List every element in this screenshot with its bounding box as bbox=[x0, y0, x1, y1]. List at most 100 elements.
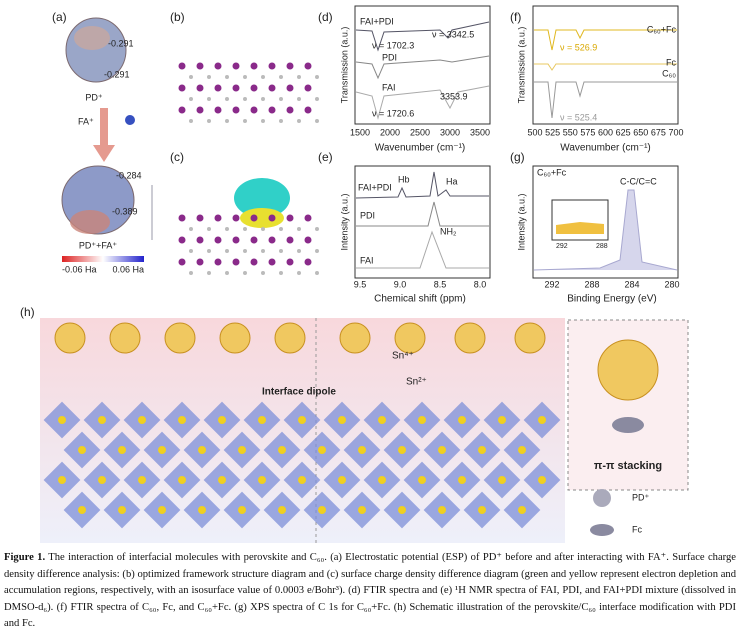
atom bbox=[304, 84, 312, 92]
atom bbox=[214, 106, 222, 114]
panel-label: (f) bbox=[510, 10, 521, 24]
atom bbox=[518, 446, 526, 454]
atom bbox=[478, 446, 486, 454]
annotation: NH₂ bbox=[440, 226, 457, 236]
inset-tick-label: 292 bbox=[556, 243, 568, 250]
plot-frame bbox=[532, 5, 679, 125]
atom bbox=[278, 506, 286, 514]
lattice bbox=[178, 62, 319, 123]
atom bbox=[268, 214, 276, 222]
lattice bbox=[178, 214, 319, 275]
atom bbox=[207, 249, 211, 253]
atom bbox=[198, 506, 206, 514]
atom bbox=[278, 446, 286, 454]
x-tick-label: 575 bbox=[580, 127, 595, 137]
atom bbox=[232, 258, 240, 266]
esp-map bbox=[74, 26, 110, 50]
annotation: ν = 1702.3 bbox=[372, 40, 414, 50]
ferrocene bbox=[612, 417, 644, 433]
atom bbox=[261, 119, 265, 123]
atom bbox=[268, 62, 276, 70]
atom bbox=[418, 476, 426, 484]
perovskite-scheme bbox=[43, 322, 561, 529]
atom bbox=[98, 416, 106, 424]
atom bbox=[268, 84, 276, 92]
atom bbox=[279, 249, 283, 253]
atom bbox=[297, 97, 301, 101]
atom bbox=[225, 227, 229, 231]
atom bbox=[196, 258, 204, 266]
x-tick-label: 1500 bbox=[350, 127, 370, 137]
atom bbox=[286, 106, 294, 114]
atom bbox=[279, 97, 283, 101]
annotation: C₆₀+Fc bbox=[537, 167, 567, 177]
colorbar-label: -0.06 Ha bbox=[62, 264, 97, 274]
atom bbox=[286, 84, 294, 92]
annotation: ν = 526.9 bbox=[560, 42, 597, 52]
atom bbox=[189, 271, 193, 275]
plot-frame bbox=[354, 5, 491, 125]
annotation: C₆₀+Fc bbox=[647, 24, 677, 34]
atom bbox=[225, 249, 229, 253]
atom bbox=[207, 271, 211, 275]
atom bbox=[315, 75, 319, 79]
atom bbox=[243, 227, 247, 231]
panel-label: (d) bbox=[318, 10, 333, 24]
atom bbox=[189, 227, 193, 231]
atom bbox=[378, 476, 386, 484]
y-axis-label: Intensity (a.u.) bbox=[339, 193, 349, 250]
atom bbox=[338, 416, 346, 424]
annotation: C-C/C=C bbox=[620, 176, 657, 186]
atom bbox=[250, 106, 258, 114]
atom bbox=[458, 476, 466, 484]
fullerene bbox=[597, 339, 659, 401]
atom bbox=[398, 506, 406, 514]
annotation: 3353.9 bbox=[440, 91, 468, 101]
atom bbox=[478, 506, 486, 514]
atom bbox=[304, 236, 312, 244]
atom bbox=[196, 214, 204, 222]
atom bbox=[232, 84, 240, 92]
atom bbox=[418, 416, 426, 424]
atom bbox=[196, 106, 204, 114]
atom bbox=[286, 214, 294, 222]
fullerene bbox=[274, 322, 306, 354]
atom bbox=[318, 506, 326, 514]
atom bbox=[315, 249, 319, 253]
inset-tick-label: 288 bbox=[596, 243, 608, 250]
charge-isosurface bbox=[240, 208, 284, 228]
atom bbox=[243, 271, 247, 275]
annotation: FAI+PDI bbox=[360, 16, 394, 26]
atom bbox=[138, 416, 146, 424]
spectrum-curve bbox=[355, 85, 490, 120]
atom bbox=[238, 446, 246, 454]
atom bbox=[498, 476, 506, 484]
legend-icon bbox=[593, 489, 611, 507]
caption-label: Figure 1. bbox=[4, 552, 46, 563]
x-tick-label: 280 bbox=[664, 279, 679, 289]
panel-label: (b) bbox=[170, 10, 185, 24]
atom bbox=[118, 506, 126, 514]
annotation: FAI bbox=[382, 82, 396, 92]
atom bbox=[315, 271, 319, 275]
atom bbox=[98, 476, 106, 484]
atom bbox=[232, 62, 240, 70]
atom bbox=[297, 119, 301, 123]
atom bbox=[196, 84, 204, 92]
atom bbox=[225, 97, 229, 101]
atom bbox=[338, 476, 346, 484]
atom bbox=[268, 106, 276, 114]
atom bbox=[125, 115, 135, 125]
atom bbox=[214, 214, 222, 222]
atom bbox=[261, 249, 265, 253]
esp-value: -0.291 bbox=[108, 38, 134, 48]
atom bbox=[232, 236, 240, 244]
atom bbox=[298, 476, 306, 484]
legend-icon bbox=[590, 524, 614, 536]
atom bbox=[214, 236, 222, 244]
atom bbox=[250, 236, 258, 244]
atom bbox=[261, 75, 265, 79]
annotation: PDI bbox=[382, 52, 397, 62]
atom bbox=[225, 75, 229, 79]
